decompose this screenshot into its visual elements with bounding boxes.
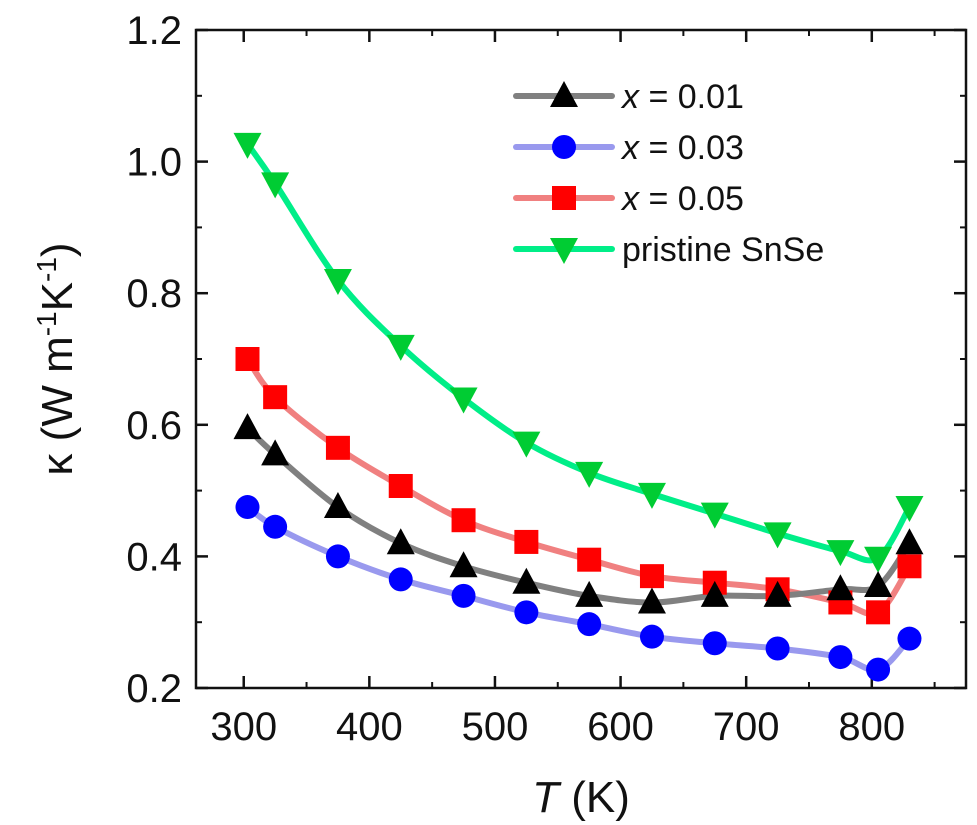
data-point bbox=[866, 657, 891, 682]
legend-label: x = 0.05 bbox=[620, 180, 744, 218]
data-point bbox=[449, 551, 478, 578]
axis-ticks bbox=[196, 28, 966, 690]
series-line bbox=[244, 140, 913, 564]
y-tick-label: 1.0 bbox=[126, 141, 182, 185]
x-axis-title: T (K) bbox=[532, 773, 630, 822]
series-lines bbox=[244, 140, 913, 674]
y-axis-title: κ (W m-1K-1) bbox=[31, 242, 82, 475]
data-point bbox=[388, 567, 413, 592]
legend-item: x = 0.01 bbox=[513, 78, 744, 116]
data-point bbox=[700, 502, 729, 529]
data-point bbox=[763, 522, 792, 549]
data-point bbox=[897, 626, 922, 651]
data-point bbox=[577, 612, 602, 637]
data-point bbox=[235, 347, 260, 371]
data-point bbox=[763, 580, 792, 607]
data-point bbox=[575, 580, 604, 607]
data-point bbox=[512, 567, 541, 594]
data-point bbox=[386, 528, 415, 555]
data-point bbox=[323, 269, 352, 296]
x-tick-label: 300 bbox=[210, 705, 277, 749]
data-point bbox=[512, 431, 541, 458]
data-point bbox=[639, 564, 664, 589]
data-point bbox=[449, 387, 478, 414]
data-point bbox=[388, 473, 413, 498]
tick-labels: 300 400 500 600 700 800 0.2 0.4 0.6 0.8 1.0 1.2 bbox=[126, 9, 905, 749]
legend-item: x = 0.05 bbox=[513, 180, 744, 218]
y-tick-label: 0.6 bbox=[126, 404, 182, 448]
legend-marker bbox=[550, 81, 578, 107]
data-point bbox=[514, 529, 539, 554]
data-point bbox=[826, 540, 855, 567]
data-point bbox=[261, 172, 290, 199]
legend-item: pristine SnSe bbox=[513, 231, 824, 269]
data-point bbox=[233, 132, 262, 159]
data-point bbox=[765, 636, 790, 661]
x-tick-label: 400 bbox=[336, 705, 403, 749]
data-point bbox=[261, 439, 290, 466]
data-point bbox=[323, 492, 352, 519]
legend-label: x = 0.03 bbox=[620, 129, 744, 167]
data-point bbox=[826, 574, 855, 601]
data-point bbox=[233, 413, 262, 440]
data-point bbox=[575, 461, 604, 488]
y-tick-label: 0.4 bbox=[126, 535, 182, 579]
legend-marker bbox=[550, 238, 578, 264]
legend-label: pristine SnSe bbox=[622, 231, 824, 269]
legend: x = 0.01 x = 0.03 x = 0.05 pristine SnSe bbox=[513, 78, 824, 269]
x-tick-label: 800 bbox=[838, 705, 905, 749]
data-point bbox=[700, 580, 729, 607]
series-line bbox=[244, 504, 913, 674]
data-point bbox=[864, 546, 893, 573]
data-point bbox=[577, 547, 602, 572]
data-point bbox=[263, 385, 288, 410]
data-point bbox=[263, 514, 288, 539]
data-point bbox=[702, 631, 727, 656]
legend-marker bbox=[552, 135, 576, 159]
data-point bbox=[235, 495, 260, 520]
legend-item: x = 0.03 bbox=[513, 129, 744, 167]
data-point bbox=[451, 508, 476, 533]
legend-label: x = 0.01 bbox=[620, 78, 744, 116]
data-point bbox=[325, 435, 350, 460]
x-tick-label: 500 bbox=[462, 705, 529, 749]
data-point bbox=[895, 496, 924, 523]
data-point bbox=[897, 554, 922, 579]
data-point bbox=[386, 334, 415, 361]
x-tick-label: 700 bbox=[713, 705, 780, 749]
data-point bbox=[828, 645, 853, 670]
data-point bbox=[895, 528, 924, 555]
data-point bbox=[637, 482, 666, 509]
y-tick-label: 0.2 bbox=[126, 667, 182, 711]
data-point bbox=[514, 600, 539, 625]
data-point bbox=[866, 600, 891, 625]
data-point bbox=[325, 544, 350, 569]
series-line bbox=[244, 356, 913, 617]
data-point bbox=[451, 583, 476, 608]
y-tick-label: 1.2 bbox=[126, 9, 182, 53]
data-point bbox=[637, 587, 666, 614]
x-tick-label: 600 bbox=[587, 705, 654, 749]
series-markers bbox=[233, 132, 924, 682]
data-point bbox=[639, 624, 664, 649]
y-tick-label: 0.8 bbox=[126, 272, 182, 316]
legend-marker bbox=[552, 186, 576, 210]
data-point bbox=[864, 571, 893, 598]
